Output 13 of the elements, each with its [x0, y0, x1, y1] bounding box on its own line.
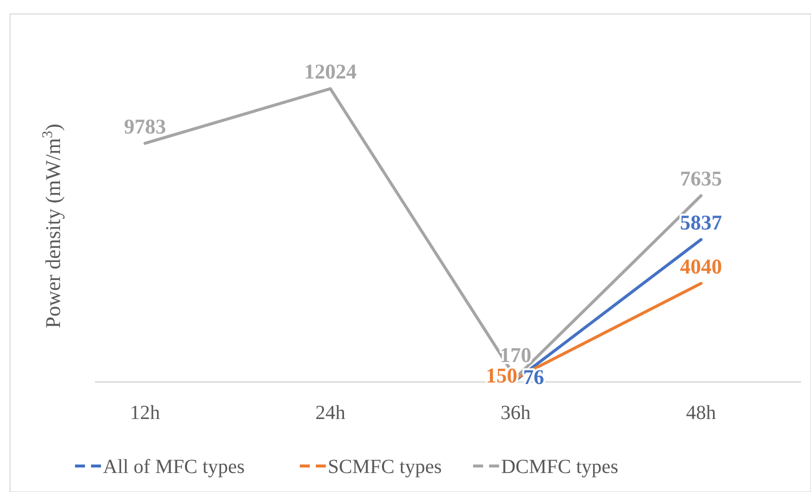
legend-label: DCMFC types	[501, 456, 619, 478]
data-label: 7635	[680, 166, 722, 191]
x-tick-label: 48h	[686, 402, 716, 424]
legend-label: All of MFC types	[103, 456, 245, 478]
data-label: 9783	[124, 114, 166, 138]
x-tick-label: 24h	[315, 402, 346, 424]
legend-label: SCMFC types	[328, 456, 442, 478]
data-label: 5837	[680, 210, 722, 235]
x-tick-label: 12h	[130, 402, 160, 424]
data-label: 4040	[680, 254, 722, 278]
data-label: 76	[523, 365, 544, 390]
x-tick-label: 36h	[500, 402, 531, 424]
data-label: 12024	[304, 60, 358, 84]
